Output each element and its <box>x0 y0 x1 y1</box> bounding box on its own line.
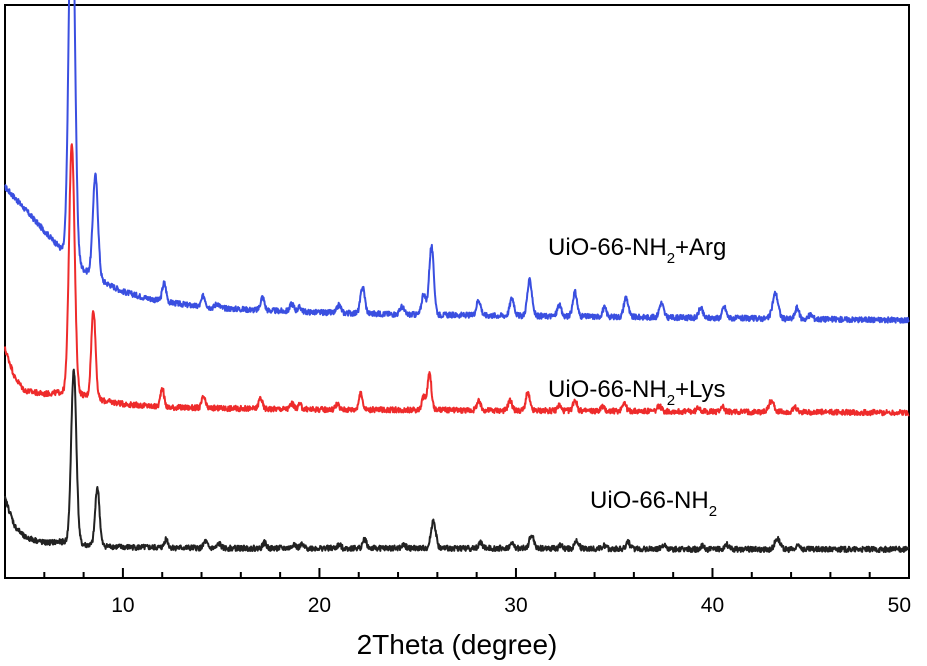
series-labels: UiO-66-NH2+Arg UiO-66-NH2+Lys UiO-66-NH2 <box>548 234 726 520</box>
x-axis-ticks <box>43 568 910 578</box>
series-line-2 <box>4 143 910 417</box>
x-tick-label: 50 <box>888 594 911 617</box>
x-tick-label: 10 <box>111 594 134 617</box>
label-arg: UiO-66-NH2+Arg <box>548 234 726 267</box>
x-tick-label: 30 <box>504 594 527 617</box>
x-tick-label: 20 <box>308 594 331 617</box>
series-lines <box>4 0 910 554</box>
x-axis-title: 2Theta (degree) <box>357 629 558 660</box>
plot-frame <box>4 4 910 579</box>
x-tick-label: 40 <box>701 594 724 617</box>
series-line-1 <box>4 0 910 324</box>
x-axis-tick-labels: 10 20 30 40 50 <box>111 594 911 617</box>
label-pristine: UiO-66-NH2 <box>590 487 717 520</box>
label-lys: UiO-66-NH2+Lys <box>548 376 726 409</box>
series-line-3 <box>4 368 910 554</box>
